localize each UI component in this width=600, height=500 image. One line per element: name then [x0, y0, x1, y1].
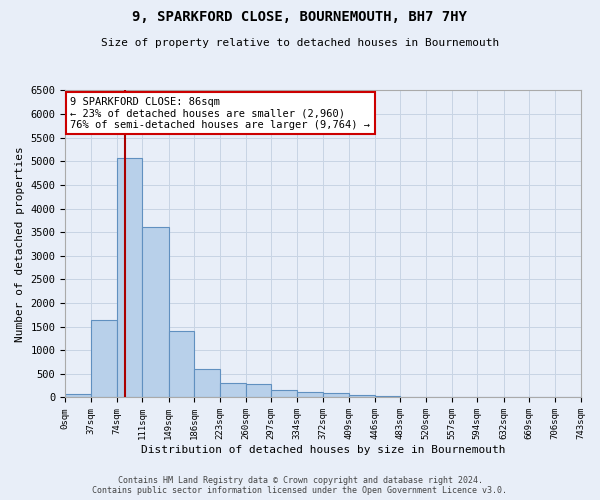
Bar [245, 384, 271, 398]
Text: Contains HM Land Registry data © Crown copyright and database right 2024.
Contai: Contains HM Land Registry data © Crown c… [92, 476, 508, 495]
Text: 9 SPARKFORD CLOSE: 86sqm
← 23% of detached houses are smaller (2,960)
76% of sem: 9 SPARKFORD CLOSE: 86sqm ← 23% of detach… [70, 96, 370, 130]
Bar [142, 228, 169, 398]
Bar [297, 392, 323, 398]
Bar [349, 395, 374, 398]
Bar [271, 390, 297, 398]
Bar [65, 394, 91, 398]
Text: 9, SPARKFORD CLOSE, BOURNEMOUTH, BH7 7HY: 9, SPARKFORD CLOSE, BOURNEMOUTH, BH7 7HY [133, 10, 467, 24]
Bar [220, 384, 245, 398]
Bar [116, 158, 142, 398]
Bar [91, 320, 116, 398]
Bar [194, 368, 220, 398]
Y-axis label: Number of detached properties: Number of detached properties [15, 146, 25, 342]
X-axis label: Distribution of detached houses by size in Bournemouth: Distribution of detached houses by size … [140, 445, 505, 455]
Bar [374, 396, 400, 398]
Bar [323, 393, 349, 398]
Bar [169, 332, 194, 398]
Text: Size of property relative to detached houses in Bournemouth: Size of property relative to detached ho… [101, 38, 499, 48]
